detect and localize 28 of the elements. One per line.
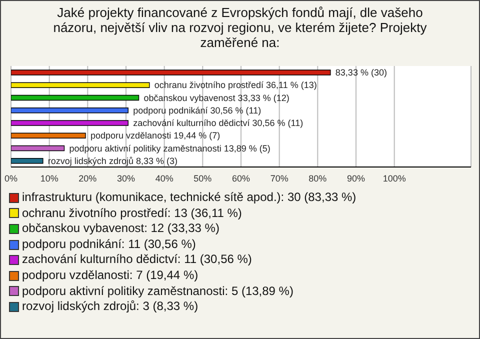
data-label: podporu vzdělanosti 19,44 % (7) bbox=[90, 130, 220, 141]
x-tick-label: 50% bbox=[194, 173, 212, 184]
legend-label: podporu aktivní politiky zaměstnanosti: 5 (13,89 %) bbox=[22, 284, 294, 300]
data-label: podporu podnikání 30,56 % (11) bbox=[133, 105, 262, 116]
data-label: ochranu životního prostředí 36,11 % (13) bbox=[154, 80, 317, 90]
legend-label: rozvoj lidských zdrojů: 3 (8,33 %) bbox=[22, 299, 198, 315]
legend-label: podporu podnikání: 11 (30,56 %) bbox=[22, 236, 196, 252]
data-label: podporu aktivní politiky zaměstnanosti 13,89 % (5) bbox=[69, 143, 270, 154]
x-tick-label: 10% bbox=[40, 173, 58, 184]
data-label: občanskou vybavenost 33,33 % (12) bbox=[144, 92, 290, 103]
data-label: rozvoj lidských zdrojů 8,33 % (3) bbox=[48, 156, 178, 166]
legend-label: občanskou vybavenost: 12 (33,33 %) bbox=[22, 221, 220, 237]
data-label: zachování kulturního dědictví 30,56 % (11) bbox=[133, 118, 304, 128]
x-tick-label: 30% bbox=[116, 173, 136, 184]
legend-label: zachování kulturního dědictví: 11 (30,56 %) bbox=[22, 252, 252, 268]
x-tick-label: 20% bbox=[78, 173, 97, 184]
x-tick-label: 100% bbox=[382, 173, 406, 184]
x-tick-label: 80% bbox=[308, 173, 327, 184]
x-tick-label: 0% bbox=[4, 173, 18, 184]
x-tick-label: 90% bbox=[346, 173, 366, 184]
legend-label: podporu vzdělanosti: 7 (19,44 %) bbox=[22, 268, 198, 284]
x-tick-label: 40% bbox=[155, 173, 174, 184]
x-tick-label: 60% bbox=[232, 173, 250, 184]
x-tick-label: 70% bbox=[270, 173, 288, 184]
data-label: 83,33 % (30) bbox=[335, 68, 387, 78]
legend-label: ochranu životního prostředí: 13 (36,11 %) bbox=[22, 206, 242, 222]
legend-label: infrastrukturu (komunikace, technické sítě apod.): 30 (83,33 %) bbox=[22, 190, 356, 206]
chart-title: Jaké projekty financované z Evropských fondů mají, dle vašeho názoru, největší vliv na rozvoj regionu, ve kterém žijete? Projekty zaměřené na: bbox=[52, 4, 428, 50]
